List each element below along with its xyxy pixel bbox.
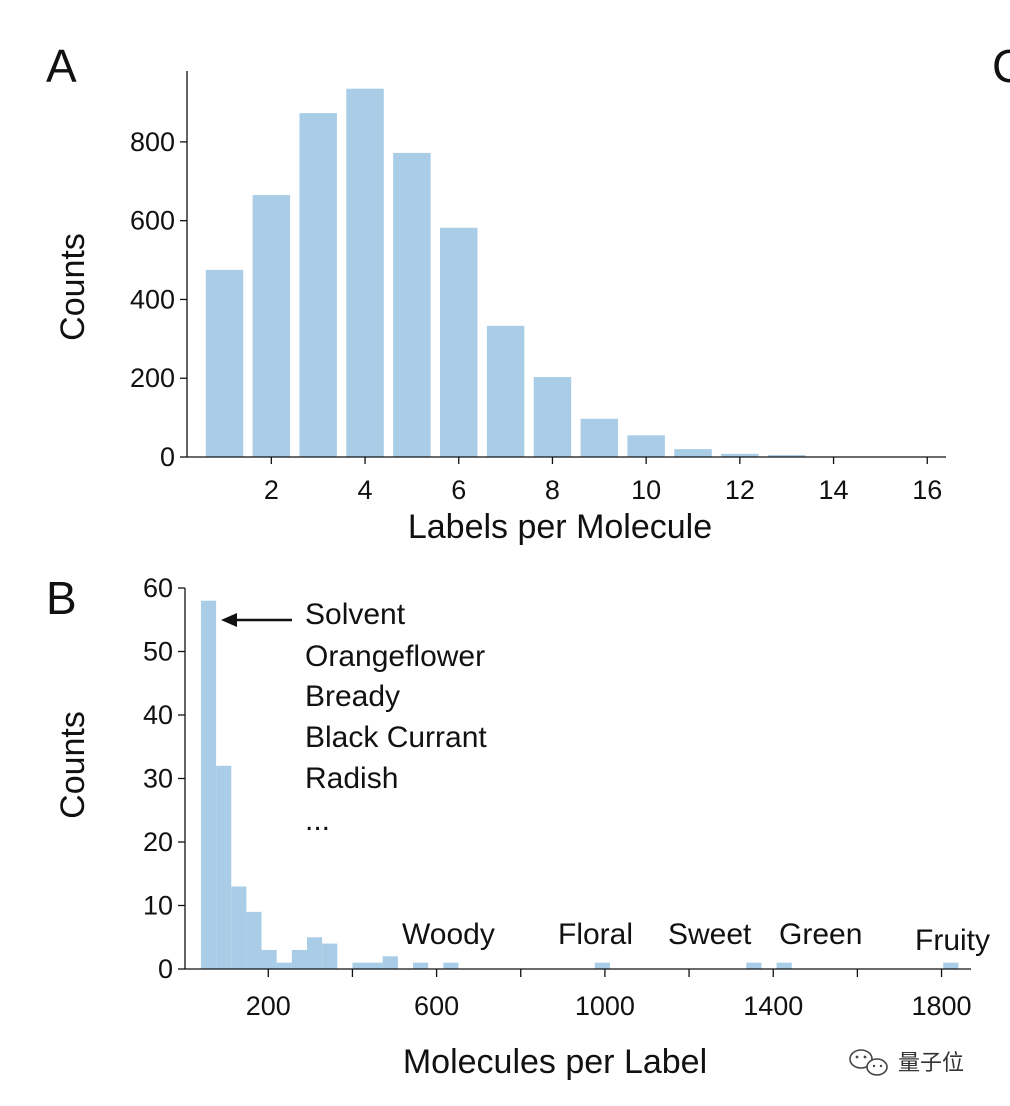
chart-b-x-tick-label: 1400 (743, 991, 803, 1021)
annotation-solvent: Solvent (305, 598, 406, 631)
chart-b-bar (261, 949, 277, 969)
chart-b-ylabel: Counts (54, 711, 92, 819)
peak-label-sweet: Sweet (668, 918, 752, 951)
chart-b-x-tick-label: 1800 (912, 991, 972, 1021)
chart-b-bar (200, 600, 217, 969)
chart-b-y-tick-label: 0 (158, 954, 173, 984)
chart-a-x-tick-label: 16 (912, 475, 942, 505)
chart-a-x-tick-label: 4 (358, 475, 373, 505)
chart-a-y-tick-label: 400 (130, 284, 175, 314)
chart-b-bar (594, 962, 610, 969)
annotation-list: Solvent Orangeflower Bready Black Curran… (305, 598, 487, 837)
panel-label-a: A (46, 40, 77, 92)
chart-a-x-tick-label: 6 (451, 475, 466, 505)
chart-a-y-tick-label: 0 (160, 442, 175, 472)
chart-a-x-tick-label: 10 (631, 475, 661, 505)
chart-b-y-tick-label: 40 (143, 700, 173, 730)
peak-label-floral: Floral (558, 918, 633, 951)
chart-b-bar (322, 943, 338, 969)
chart-b-y-tick-label: 30 (143, 764, 173, 794)
chart-b-y-tick-label: 10 (143, 891, 173, 921)
annotation-ellipsis: ... (305, 804, 330, 837)
chart-a-x-tick-label: 14 (819, 475, 849, 505)
panel-label-c-partial: C (992, 40, 1010, 92)
chart-b-x-tick-label: 600 (414, 991, 459, 1021)
chart-b-bar (382, 956, 398, 969)
chart-a-bar (627, 435, 665, 457)
peak-label-green: Green (779, 918, 862, 951)
chart-a-bar (252, 195, 291, 458)
chart-a-bar (533, 377, 572, 457)
watermark: 量子位 (849, 1049, 964, 1076)
chart-a-bar (346, 88, 384, 457)
chart-b-bar (231, 886, 247, 969)
panel-label-b: B (46, 572, 77, 624)
chart-b-bar (246, 911, 262, 969)
chart-b-x-tick-label: 200 (246, 991, 291, 1021)
chart-a-bar (580, 418, 619, 457)
chart-a-y-tick-label: 800 (130, 127, 175, 157)
chart-b-bar (276, 962, 292, 969)
peak-label-fruity: Fruity (915, 924, 990, 957)
chart-b-y-tick-label: 50 (143, 637, 173, 667)
chart-a-bar (767, 455, 806, 457)
chart-a-bar (205, 269, 244, 457)
chart-b-bar (352, 962, 368, 969)
chart-a: 2 4 6 8 10 12 14 16 0 200 400 600 800 Labels per Mol… (54, 71, 946, 546)
peak-label-woody: Woody (402, 918, 495, 951)
wechat-icon (849, 1049, 888, 1076)
chart-b-y-tick-label: 60 (143, 573, 173, 603)
chart-a-ylabel: Counts (54, 233, 92, 341)
chart-a-bar (674, 449, 712, 457)
chart-b-bar (943, 962, 959, 969)
chart-b: 200 600 1000 1400 1800 0 10 20 30 40 50 60 Molecule… (54, 573, 990, 1081)
chart-b-bar (776, 962, 792, 969)
chart-b-axes: 200 600 1000 1400 1800 0 10 20 30 40 50 60 (143, 573, 972, 1021)
annotation-orangeflower: Orangeflower (305, 640, 485, 673)
annotation-arrow (221, 613, 292, 627)
chart-a-bar (299, 113, 337, 457)
chart-b-bar (216, 765, 232, 969)
chart-a-y-tick-label: 200 (130, 363, 175, 393)
chart-b-x-tick-label: 1000 (575, 991, 635, 1021)
chart-b-bar (443, 962, 459, 969)
chart-a-bars (205, 88, 900, 458)
chart-a-y-tick-label: 600 (130, 206, 175, 236)
chart-b-y-tick-label: 20 (143, 827, 173, 857)
annotation-radish: Radish (305, 762, 398, 795)
chart-b-bar (367, 962, 383, 969)
chart-a-bar (721, 453, 759, 457)
chart-a-axes: 2 4 6 8 10 12 14 16 0 200 400 600 800 (130, 71, 946, 505)
chart-b-bar (291, 949, 307, 969)
chart-a-bar (393, 152, 431, 458)
annotation-black-currant: Black Currant (305, 721, 487, 754)
peak-labels: Woody Floral Sweet Green Fruity (402, 918, 990, 957)
chart-a-bar (486, 325, 525, 457)
chart-a-x-tick-label: 8 (545, 475, 560, 505)
chart-a-xlabel: Labels per Molecule (408, 508, 712, 546)
chart-b-bar (306, 937, 323, 969)
chart-a-x-tick-label: 2 (264, 475, 279, 505)
watermark-text: 量子位 (898, 1051, 964, 1076)
annotation-bready: Bready (305, 680, 400, 713)
chart-b-bars (200, 600, 959, 969)
chart-b-bar (413, 962, 429, 969)
chart-b-xlabel: Molecules per Label (403, 1043, 707, 1081)
chart-b-bar (746, 962, 762, 969)
chart-a-x-tick-label: 12 (725, 475, 755, 505)
chart-a-bar (440, 227, 478, 457)
